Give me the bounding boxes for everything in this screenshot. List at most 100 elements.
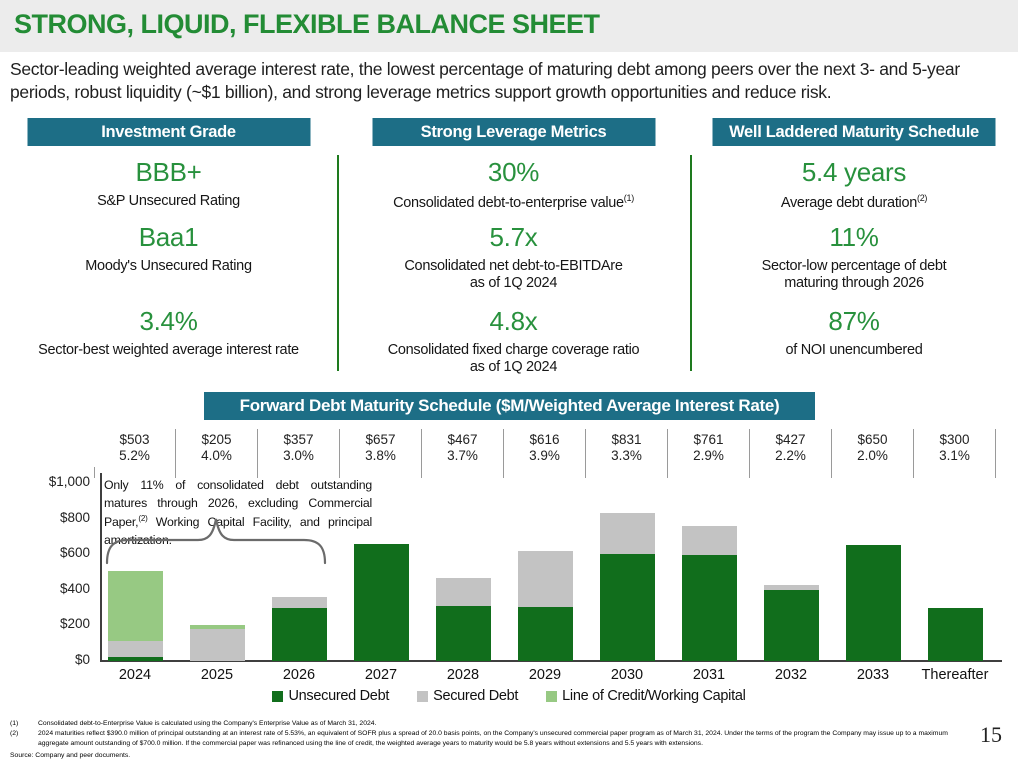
metric-value: Baa1 xyxy=(138,222,199,252)
pillar-header: Investment Grade xyxy=(27,118,310,146)
maturity-amount: $503 xyxy=(119,432,150,447)
footnote-text: Consolidated debt-to-Enterprise Value is… xyxy=(38,720,377,727)
bar-segment-secured-2030 xyxy=(599,513,655,555)
legend-label: Unsecured Debt xyxy=(288,688,390,704)
footnote-text: 2024 maturities reflect $390.0 million o… xyxy=(38,729,948,747)
bar-segment-secured-2029 xyxy=(517,551,573,607)
bar-segment-unsecured-2026 xyxy=(271,607,327,661)
legend-swatch-icon xyxy=(546,690,558,702)
metric-label: of NOI unencumbered xyxy=(690,342,1018,359)
y-axis-tick-label: $800 xyxy=(59,509,90,525)
maturity-rate: 3.0% xyxy=(283,448,314,463)
footnote-1: (1) Consolidated debt-to-Enterprise Valu… xyxy=(10,719,970,729)
column-divider xyxy=(690,155,692,371)
bar-segment-secured-2025 xyxy=(189,628,245,661)
metric-value: 87% xyxy=(828,306,880,336)
x-axis-tick-label: 2028 xyxy=(446,667,480,683)
footnote-ref: (1) xyxy=(623,193,634,203)
maturity-rate: 4.0% xyxy=(201,448,232,463)
maturity-rate: 2.9% xyxy=(693,448,724,463)
maturity-table-cell: $427 2.2% xyxy=(750,429,832,478)
legend-swatch-icon xyxy=(272,690,284,702)
maturity-table-cell: $831 3.3% xyxy=(586,429,668,478)
metric-label-text: Consolidated net debt-to-EBITDAre as of … xyxy=(404,258,623,292)
metric-label: Consolidated net debt-to-EBITDAre as of … xyxy=(337,258,690,292)
legend-label: Line of Credit/Working Capital xyxy=(562,688,746,704)
bar-segment-secured-2028 xyxy=(435,577,491,606)
maturity-amount: $300 xyxy=(939,432,970,447)
metric-value: 5.4 years xyxy=(801,157,907,187)
bar-segment-unsecured-2033 xyxy=(845,545,901,661)
x-axis-tick-label: 2032 xyxy=(774,667,808,683)
chart-title: Forward Debt Maturity Schedule ($M/Weigh… xyxy=(239,396,780,415)
metric-label-text: of NOI unencumbered xyxy=(785,342,923,358)
metric-label: Moody's Unsecured Rating xyxy=(0,258,337,275)
maturity-amount: $427 xyxy=(775,432,806,447)
intro-text: Sector-leading weighted average interest… xyxy=(10,59,960,103)
maturity-table-cell: $657 3.8% xyxy=(340,429,422,478)
legend-label: Secured Debt xyxy=(433,688,519,704)
y-axis-tick-label: $1,000 xyxy=(48,474,90,489)
bar-segment-unsecured-2032 xyxy=(763,589,819,661)
footnote-2: (2) 2024 maturities reflect $390.0 milli… xyxy=(10,729,970,749)
metric-label: Consolidated fixed charge coverage ratio… xyxy=(337,342,690,376)
maturity-amount: $650 xyxy=(857,432,888,447)
maturity-table-cell: $300 3.1% xyxy=(914,429,996,478)
footnote-number: (1) xyxy=(10,720,19,727)
pillar-header: Well Laddered Maturity Schedule xyxy=(712,118,996,146)
metric-label: Sector-low percentage of debt maturing t… xyxy=(690,258,1018,292)
plot-area: Only 11% of consolidated debt outstandin… xyxy=(94,478,996,661)
metric-value: 3.4% xyxy=(139,306,198,336)
x-axis-tick-label: 2031 xyxy=(692,667,726,683)
metric-label-text: Average debt duration xyxy=(780,194,917,211)
legend-swatch-icon xyxy=(417,690,429,702)
metric-label: Sector-best weighted average interest ra… xyxy=(0,342,337,359)
pillar-column-1: Investment Grade BBB+ S&P Unsecured Rating… xyxy=(0,116,337,378)
x-axis-tick-label: 2029 xyxy=(528,667,562,683)
metric-value: 30% xyxy=(487,157,540,187)
maturity-table: $503 5.2% $205 4.0% $357 3.0% $657 3.8% $467 3.7%… xyxy=(94,429,996,478)
x-axis-tick-label: 2026 xyxy=(282,667,316,683)
bar-segment-secured-2031 xyxy=(681,525,737,556)
annotation-text: Only 11% of consolidated debt outstandin… xyxy=(104,478,372,529)
source-note: Source: Company and peer documents. xyxy=(10,751,131,759)
title-bar: STRONG, LIQUID, FLEXIBLE BALANCE SHEET xyxy=(0,0,1018,52)
footnotes: (1) Consolidated debt-to-Enterprise Valu… xyxy=(10,719,970,760)
bar-segment-loc-2025 xyxy=(189,624,245,629)
x-axis-tick-label: 2027 xyxy=(364,667,398,683)
maturity-table-cell: $761 2.9% xyxy=(668,429,750,478)
x-axis-tick-label: 2033 xyxy=(856,667,890,683)
maturity-rate: 2.0% xyxy=(857,448,888,463)
column-divider xyxy=(337,155,339,371)
maturity-rate: 2.2% xyxy=(775,448,806,463)
metric-label: S&P Unsecured Rating xyxy=(0,193,337,210)
legend-item: Unsecured Debt xyxy=(272,688,389,704)
page-number: 15 xyxy=(980,722,1002,747)
bar-segment-unsecured-2031 xyxy=(681,555,737,661)
maturity-table-cell: $650 2.0% xyxy=(832,429,914,478)
metric-value: 4.8x xyxy=(489,306,538,336)
metric-label-text: Sector-low percentage of debt maturing t… xyxy=(761,258,947,292)
y-axis-tick-label: $600 xyxy=(59,545,90,561)
maturity-rate: 5.2% xyxy=(119,448,150,463)
footnote-ref: (2) xyxy=(917,193,928,203)
maturity-table-cell: $467 3.7% xyxy=(422,429,504,478)
bar-segment-unsecured-2024 xyxy=(107,657,163,661)
metric-label-text: S&P Unsecured Rating xyxy=(97,193,240,209)
x-axis-tick-label: 2030 xyxy=(610,667,644,683)
pillar-header: Strong Leverage Metrics xyxy=(372,118,655,146)
chart-title-banner: Forward Debt Maturity Schedule ($M/Weigh… xyxy=(204,392,815,420)
y-axis-tick-label: $0 xyxy=(74,652,90,667)
bar-segment-unsecured-2030 xyxy=(599,554,655,661)
metric-label-text: Sector-best weighted average interest ra… xyxy=(38,342,299,358)
page-title: STRONG, LIQUID, FLEXIBLE BALANCE SHEET xyxy=(14,9,600,39)
maturity-table-cell: $205 4.0% xyxy=(176,429,258,478)
footnote-number: (2) xyxy=(10,729,19,737)
metric-label-text: Consolidated debt-to-enterprise value xyxy=(393,194,624,211)
maturity-rate: 3.8% xyxy=(365,448,396,463)
metric-value: 11% xyxy=(829,222,879,252)
bar-segment-secured-2024 xyxy=(107,640,163,658)
maturity-amount: $761 xyxy=(693,432,724,447)
metrics-section: Investment Grade BBB+ S&P Unsecured Rating… xyxy=(0,116,1018,378)
x-axis-tick-label: Thereafter xyxy=(921,667,989,683)
